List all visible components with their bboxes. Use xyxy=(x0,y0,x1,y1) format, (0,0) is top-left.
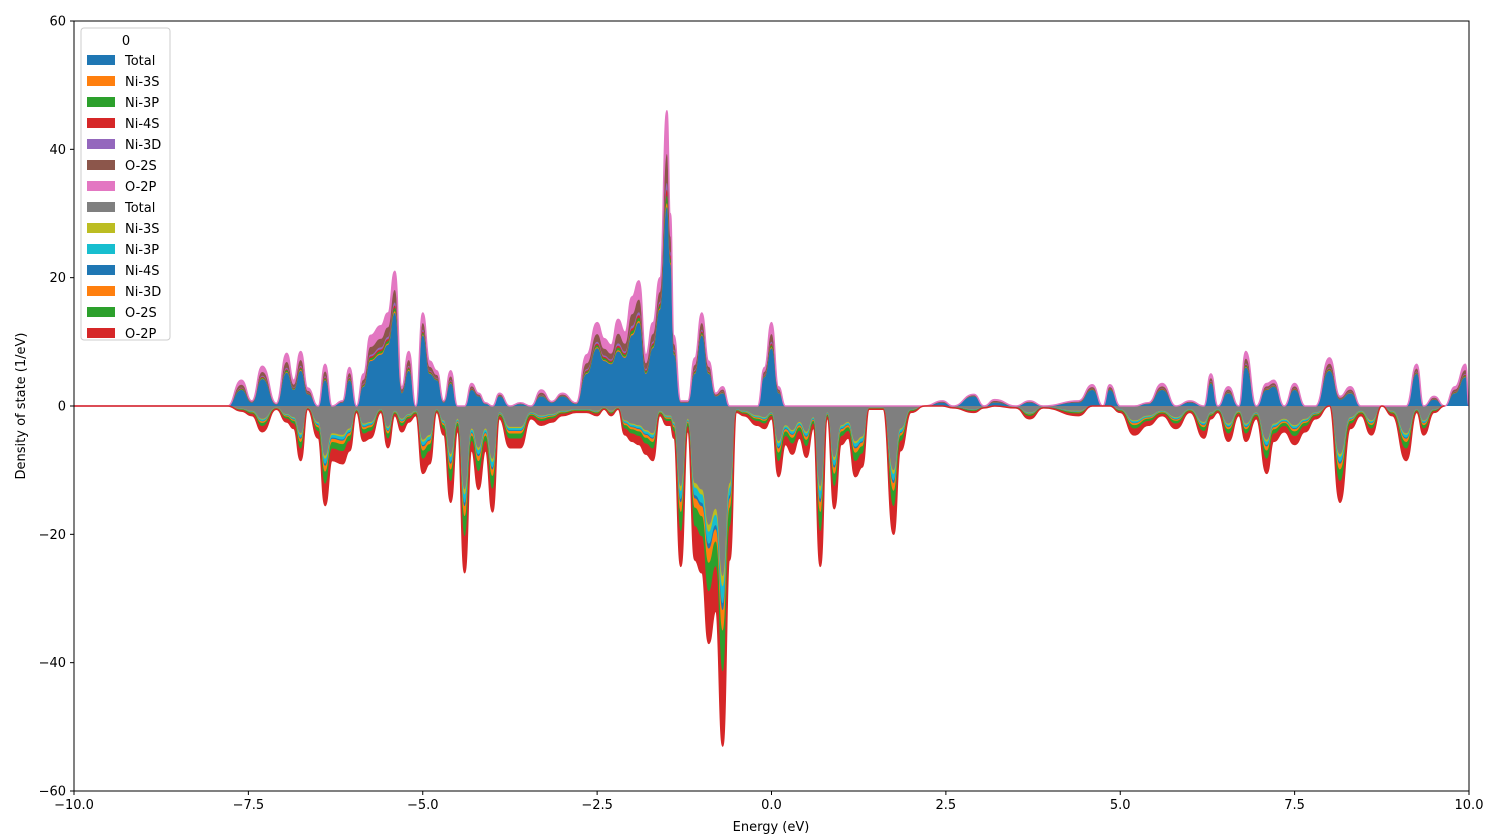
legend-swatch xyxy=(87,202,115,212)
legend-label: O-2S xyxy=(125,306,157,321)
legend-swatch xyxy=(87,76,115,86)
legend-label: Total xyxy=(124,201,155,216)
x-tick-label: 7.5 xyxy=(1284,798,1305,813)
legend-label: Total xyxy=(124,54,155,69)
y-axis-label: Density of state (1/eV) xyxy=(14,333,29,480)
x-tick-label: −7.5 xyxy=(233,798,265,813)
x-tick-label: −10.0 xyxy=(54,798,94,813)
legend-label: O-2S xyxy=(125,159,157,174)
legend-swatch xyxy=(87,286,115,296)
y-tick-label: −20 xyxy=(39,528,66,543)
area-down-ni-3d xyxy=(74,406,1445,631)
legend-label: Ni-4S xyxy=(125,117,160,132)
legend-label: Ni-3P xyxy=(125,243,159,258)
x-tick-label: 2.5 xyxy=(936,798,957,813)
y-tick-label: 0 xyxy=(58,400,66,415)
legend-swatch xyxy=(87,139,115,149)
x-axis-ticks: −10.0 −7.5 −5.0 −2.5 0.0 2.5 5.0 7.5 10.0 xyxy=(54,791,1483,813)
legend-swatch xyxy=(87,160,115,170)
legend-swatch xyxy=(87,328,115,338)
legend-label: Ni-3P xyxy=(125,96,159,111)
x-tick-label: 0.0 xyxy=(761,798,782,813)
area-down-ni-4s xyxy=(74,406,1445,610)
legend-swatch xyxy=(87,223,115,233)
area-down-ni-3s xyxy=(74,406,1445,587)
x-tick-label: 10.0 xyxy=(1455,798,1484,813)
legend-swatch xyxy=(87,307,115,317)
area-up-total xyxy=(74,207,1469,406)
y-tick-label: −60 xyxy=(39,785,66,800)
area-down-total xyxy=(74,406,1445,576)
area-down-o-2p xyxy=(74,406,1445,747)
y-tick-label: 40 xyxy=(49,143,66,158)
legend-label: O-2P xyxy=(125,180,157,195)
area-down-ni-3p xyxy=(74,406,1445,604)
legend-swatch xyxy=(87,118,115,128)
legend-label: Ni-3S xyxy=(125,222,160,237)
legend: 0 Total Ni-3S Ni-3P Ni-4S Ni-3D O-2S O-2P Total N… xyxy=(80,27,171,342)
y-tick-label: 20 xyxy=(49,271,66,286)
legend-title: 0 xyxy=(122,34,130,49)
plot-areas xyxy=(74,110,1470,747)
legend-swatch xyxy=(87,181,115,191)
legend-swatch xyxy=(87,55,115,65)
legend-label: Ni-4S xyxy=(125,264,160,279)
x-axis-label: Energy (eV) xyxy=(733,820,810,835)
line-up-envelope xyxy=(74,110,1470,407)
y-axis-ticks: −60 −40 −20 0 20 40 60 xyxy=(39,15,74,800)
legend-swatch xyxy=(87,244,115,254)
legend-label: O-2P xyxy=(125,327,157,342)
y-tick-label: −40 xyxy=(39,656,66,671)
y-tick-label: 60 xyxy=(49,15,66,30)
legend-label: Ni-3S xyxy=(125,75,160,90)
legend-label: Ni-3D xyxy=(125,285,161,300)
legend-label: Ni-3D xyxy=(125,138,161,153)
x-tick-label: 5.0 xyxy=(1110,798,1131,813)
x-tick-label: −2.5 xyxy=(581,798,613,813)
legend-swatch xyxy=(87,97,115,107)
area-down-o-2s xyxy=(74,406,1445,672)
line-down-envelope xyxy=(74,405,1445,747)
x-tick-label: −5.0 xyxy=(407,798,439,813)
legend-swatch xyxy=(87,265,115,275)
